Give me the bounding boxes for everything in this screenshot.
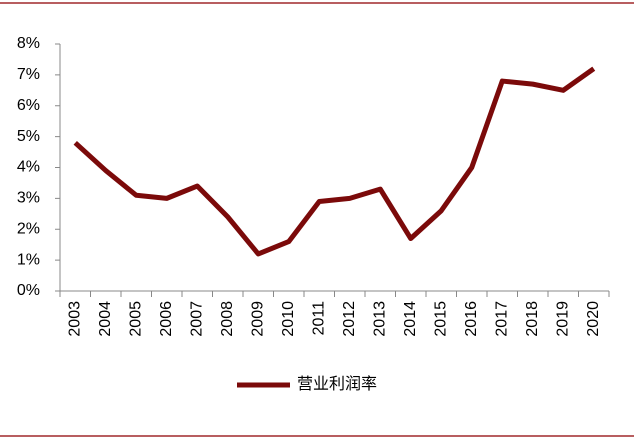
- x-tick-label: 2019: [554, 301, 571, 337]
- x-tick-label: 2010: [280, 301, 297, 337]
- data-line: [73, 66, 596, 257]
- x-tick-label: 2012: [341, 301, 358, 337]
- x-tick-label: 2015: [432, 301, 449, 337]
- x-tick-label: 2016: [463, 301, 480, 337]
- x-tick-label: 2011: [310, 301, 327, 336]
- x-tick-label: 2009: [249, 301, 266, 337]
- x-tick-label: 2003: [66, 301, 83, 337]
- x-tick-label: 2013: [371, 301, 388, 337]
- x-tick-label: 2017: [493, 301, 510, 337]
- y-tick-label: 7%: [17, 66, 40, 83]
- y-tick-label: 6%: [17, 97, 40, 114]
- x-tick-label: 2006: [158, 301, 175, 337]
- y-tick-label: 1%: [17, 251, 40, 268]
- y-tick-label: 3%: [17, 190, 40, 207]
- x-tick-label: 2005: [127, 301, 144, 337]
- legend-label: 营业利润率: [297, 375, 377, 393]
- x-tick-label: 2008: [219, 301, 236, 337]
- x-tick-label: 2014: [402, 301, 419, 337]
- x-tick-label: 2004: [97, 301, 114, 337]
- x-tick-label: 2020: [585, 301, 602, 337]
- x-tick-label: 2018: [524, 301, 541, 337]
- y-tick-label: 8%: [17, 35, 40, 52]
- y-tick-label: 5%: [17, 128, 40, 145]
- y-tick-label: 2%: [17, 220, 40, 237]
- y-tick-label: 0%: [17, 282, 40, 299]
- y-tick-label: 4%: [17, 159, 40, 176]
- x-tick-label: 2007: [188, 301, 205, 337]
